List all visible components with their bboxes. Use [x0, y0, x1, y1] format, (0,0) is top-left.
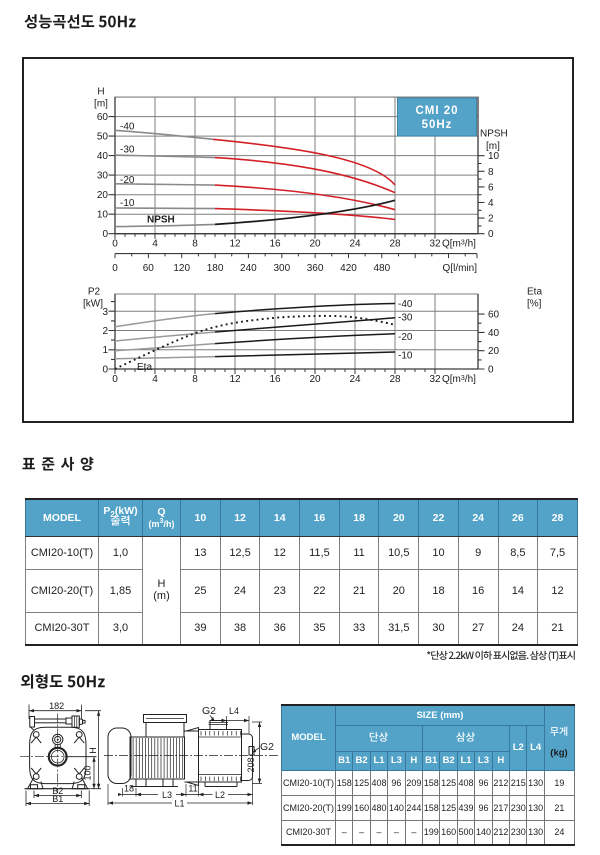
- svg-text:-30: -30: [120, 145, 135, 156]
- svg-text:Eta: Eta: [137, 362, 152, 373]
- svg-text:L3: L3: [162, 790, 172, 800]
- svg-text:[kW]: [kW]: [83, 299, 103, 310]
- svg-text:0: 0: [488, 229, 494, 240]
- svg-text:L2: L2: [215, 790, 225, 800]
- svg-text:-20: -20: [120, 175, 135, 186]
- svg-text:50Hz: 50Hz: [422, 119, 453, 131]
- svg-text:-10: -10: [120, 198, 135, 209]
- svg-text:11: 11: [188, 784, 197, 794]
- svg-text:0: 0: [488, 365, 494, 376]
- svg-text:4: 4: [488, 198, 494, 209]
- svg-text:10: 10: [97, 210, 109, 221]
- svg-text:32: 32: [429, 239, 441, 250]
- svg-text:Q[m3/h]: Q[m3/h]: [442, 374, 476, 385]
- svg-text:Eta: Eta: [527, 287, 542, 298]
- svg-text:60: 60: [488, 310, 500, 321]
- svg-text:CMI 20: CMI 20: [415, 105, 458, 117]
- svg-text:(kg): (kg): [550, 748, 567, 759]
- svg-text:12: 12: [229, 374, 241, 385]
- svg-text:20: 20: [309, 374, 321, 385]
- svg-text:50: 50: [97, 132, 109, 143]
- svg-text:G2: G2: [260, 741, 274, 753]
- svg-text:6: 6: [488, 182, 494, 193]
- svg-text:420: 420: [340, 263, 357, 274]
- svg-text:12: 12: [229, 239, 241, 250]
- svg-text:L1: L1: [174, 799, 184, 809]
- svg-text:-10: -10: [398, 351, 413, 362]
- svg-text:G2: G2: [202, 705, 216, 717]
- svg-text:[%]: [%]: [527, 299, 542, 310]
- svg-text:-30: -30: [398, 313, 413, 324]
- svg-text:Q[m3/h]: Q[m3/h]: [442, 239, 476, 250]
- svg-text:20: 20: [488, 346, 500, 357]
- svg-text:NPSH: NPSH: [480, 129, 508, 140]
- svg-text:16: 16: [269, 239, 281, 250]
- svg-text:B2: B2: [52, 786, 63, 796]
- svg-text:[m]: [m]: [486, 141, 500, 152]
- svg-text:16: 16: [269, 374, 281, 385]
- svg-text:-40: -40: [398, 299, 413, 310]
- svg-text:30: 30: [97, 171, 109, 182]
- svg-text:Q[l/min]: Q[l/min]: [443, 263, 478, 274]
- svg-text:480: 480: [373, 263, 390, 274]
- svg-text:8: 8: [192, 374, 198, 385]
- svg-text:120: 120: [173, 263, 190, 274]
- svg-text:4: 4: [152, 374, 158, 385]
- svg-text:0: 0: [112, 374, 118, 385]
- svg-text:1: 1: [102, 345, 108, 356]
- svg-text:0: 0: [112, 239, 118, 250]
- svg-text:2: 2: [102, 326, 108, 337]
- svg-text:28: 28: [389, 239, 401, 250]
- svg-text:208: 208: [246, 757, 256, 772]
- svg-text:300: 300: [273, 263, 290, 274]
- svg-text:60: 60: [143, 263, 155, 274]
- svg-text:32: 32: [429, 374, 441, 385]
- svg-text:40: 40: [97, 151, 109, 162]
- svg-text:3: 3: [102, 307, 108, 318]
- svg-text:NPSH: NPSH: [147, 214, 175, 225]
- svg-text:18: 18: [124, 784, 134, 794]
- svg-text:60: 60: [97, 112, 109, 123]
- svg-text:24: 24: [349, 374, 361, 385]
- svg-text:8: 8: [488, 167, 494, 178]
- svg-text:10: 10: [488, 151, 500, 162]
- svg-text:24: 24: [349, 239, 361, 250]
- svg-text:[m]: [m]: [94, 99, 108, 110]
- svg-text:0: 0: [102, 229, 108, 240]
- svg-text:B1: B1: [52, 794, 63, 804]
- svg-text:-40: -40: [120, 122, 135, 133]
- svg-text:2: 2: [488, 214, 494, 225]
- svg-text:0: 0: [112, 263, 118, 274]
- svg-text:H: H: [97, 87, 104, 98]
- svg-text:28: 28: [389, 374, 401, 385]
- svg-text:182: 182: [49, 701, 64, 711]
- svg-text:0: 0: [102, 365, 108, 376]
- svg-text:P2: P2: [88, 287, 101, 298]
- svg-text:-20: -20: [398, 332, 413, 343]
- svg-text:20: 20: [309, 239, 321, 250]
- svg-text:180: 180: [207, 263, 224, 274]
- svg-text:20: 20: [97, 190, 109, 201]
- svg-text:L4: L4: [229, 706, 239, 716]
- svg-text:4: 4: [152, 239, 158, 250]
- svg-text:240: 240: [240, 263, 257, 274]
- svg-text:100: 100: [82, 765, 92, 780]
- svg-text:40: 40: [488, 328, 500, 339]
- svg-text:8: 8: [192, 239, 198, 250]
- svg-text:360: 360: [307, 263, 324, 274]
- svg-text:H: H: [88, 747, 98, 754]
